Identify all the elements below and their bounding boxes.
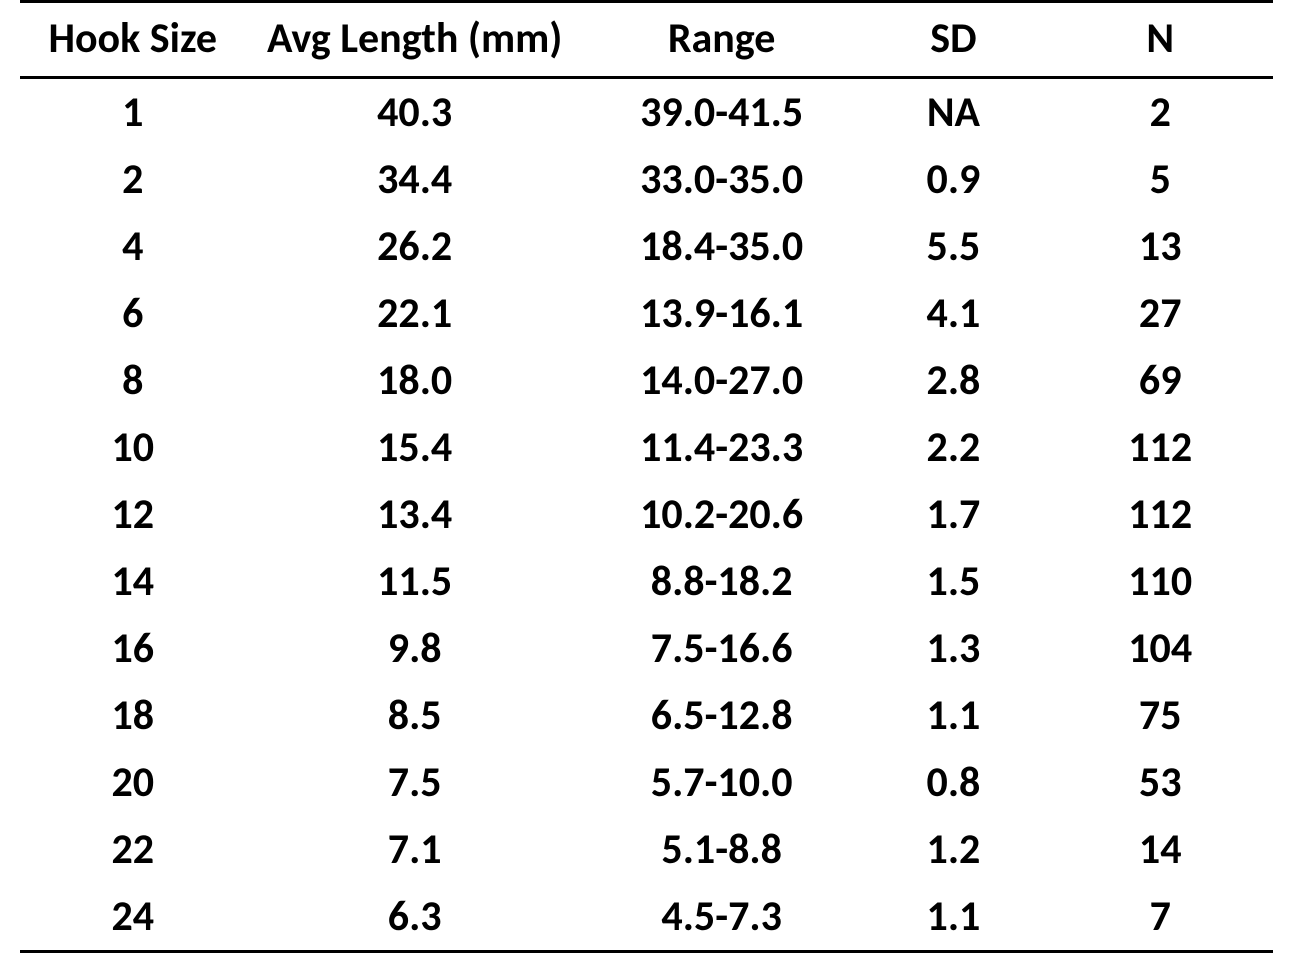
table-row: 22 7.1 5.1-8.8 1.2 14 (20, 816, 1273, 883)
cell-avg-length: 7.5 (246, 749, 584, 816)
cell-sd: 1.1 (859, 883, 1047, 952)
cell-range: 14.0-27.0 (584, 347, 860, 414)
cell-n: 13 (1047, 213, 1273, 280)
table-row: 12 13.4 10.2-20.6 1.7 112 (20, 481, 1273, 548)
cell-sd: 1.2 (859, 816, 1047, 883)
cell-n: 110 (1047, 548, 1273, 615)
cell-avg-length: 34.4 (246, 146, 584, 213)
cell-hook-size: 20 (20, 749, 246, 816)
cell-avg-length: 40.3 (246, 78, 584, 147)
cell-range: 11.4-23.3 (584, 414, 860, 481)
cell-sd: 1.5 (859, 548, 1047, 615)
table-row: 2 34.4 33.0-35.0 0.9 5 (20, 146, 1273, 213)
table-header-row: Hook Size Avg Length (mm) Range SD N (20, 2, 1273, 78)
cell-range: 5.7-10.0 (584, 749, 860, 816)
cell-avg-length: 6.3 (246, 883, 584, 952)
cell-hook-size: 24 (20, 883, 246, 952)
cell-sd: 4.1 (859, 280, 1047, 347)
cell-hook-size: 6 (20, 280, 246, 347)
col-header-sd: SD (859, 2, 1047, 78)
cell-hook-size: 12 (20, 481, 246, 548)
cell-hook-size: 8 (20, 347, 246, 414)
table-row: 18 8.5 6.5-12.8 1.1 75 (20, 682, 1273, 749)
cell-sd: NA (859, 78, 1047, 147)
cell-range: 10.2-20.6 (584, 481, 860, 548)
cell-range: 5.1-8.8 (584, 816, 860, 883)
table-row: 4 26.2 18.4-35.0 5.5 13 (20, 213, 1273, 280)
cell-sd: 0.9 (859, 146, 1047, 213)
cell-n: 27 (1047, 280, 1273, 347)
table-row: 6 22.1 13.9-16.1 4.1 27 (20, 280, 1273, 347)
cell-n: 75 (1047, 682, 1273, 749)
cell-hook-size: 10 (20, 414, 246, 481)
cell-avg-length: 11.5 (246, 548, 584, 615)
cell-avg-length: 8.5 (246, 682, 584, 749)
table-row: 8 18.0 14.0-27.0 2.8 69 (20, 347, 1273, 414)
table-row: 1 40.3 39.0-41.5 NA 2 (20, 78, 1273, 147)
cell-avg-length: 15.4 (246, 414, 584, 481)
cell-range: 6.5-12.8 (584, 682, 860, 749)
cell-n: 104 (1047, 615, 1273, 682)
cell-avg-length: 13.4 (246, 481, 584, 548)
cell-range: 13.9-16.1 (584, 280, 860, 347)
cell-hook-size: 2 (20, 146, 246, 213)
cell-avg-length: 7.1 (246, 816, 584, 883)
table-row: 14 11.5 8.8-18.2 1.5 110 (20, 548, 1273, 615)
cell-sd: 0.8 (859, 749, 1047, 816)
hook-size-table: Hook Size Avg Length (mm) Range SD N 1 4… (20, 0, 1273, 953)
cell-sd: 2.8 (859, 347, 1047, 414)
table-row: 16 9.8 7.5-16.6 1.3 104 (20, 615, 1273, 682)
cell-range: 33.0-35.0 (584, 146, 860, 213)
col-header-range: Range (584, 2, 860, 78)
col-header-hook-size: Hook Size (20, 2, 246, 78)
table-row: 20 7.5 5.7-10.0 0.8 53 (20, 749, 1273, 816)
cell-sd: 5.5 (859, 213, 1047, 280)
cell-range: 4.5-7.3 (584, 883, 860, 952)
cell-n: 112 (1047, 481, 1273, 548)
col-header-avg-length: Avg Length (mm) (246, 2, 584, 78)
cell-n: 2 (1047, 78, 1273, 147)
cell-n: 69 (1047, 347, 1273, 414)
cell-n: 14 (1047, 816, 1273, 883)
cell-n: 5 (1047, 146, 1273, 213)
cell-range: 18.4-35.0 (584, 213, 860, 280)
cell-hook-size: 18 (20, 682, 246, 749)
cell-hook-size: 4 (20, 213, 246, 280)
cell-n: 7 (1047, 883, 1273, 952)
cell-hook-size: 16 (20, 615, 246, 682)
cell-n: 53 (1047, 749, 1273, 816)
cell-range: 8.8-18.2 (584, 548, 860, 615)
cell-range: 7.5-16.6 (584, 615, 860, 682)
cell-avg-length: 9.8 (246, 615, 584, 682)
cell-avg-length: 22.1 (246, 280, 584, 347)
cell-range: 39.0-41.5 (584, 78, 860, 147)
cell-n: 112 (1047, 414, 1273, 481)
cell-hook-size: 1 (20, 78, 246, 147)
cell-hook-size: 14 (20, 548, 246, 615)
cell-sd: 1.3 (859, 615, 1047, 682)
col-header-n: N (1047, 2, 1273, 78)
cell-avg-length: 18.0 (246, 347, 584, 414)
cell-avg-length: 26.2 (246, 213, 584, 280)
cell-sd: 2.2 (859, 414, 1047, 481)
cell-sd: 1.1 (859, 682, 1047, 749)
table-row: 10 15.4 11.4-23.3 2.2 112 (20, 414, 1273, 481)
table-row: 24 6.3 4.5-7.3 1.1 7 (20, 883, 1273, 952)
cell-sd: 1.7 (859, 481, 1047, 548)
page: Hook Size Avg Length (mm) Range SD N 1 4… (0, 0, 1293, 964)
cell-hook-size: 22 (20, 816, 246, 883)
